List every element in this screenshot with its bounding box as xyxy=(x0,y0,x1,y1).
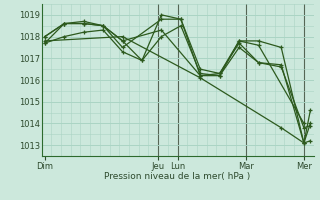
X-axis label: Pression niveau de la mer( hPa ): Pression niveau de la mer( hPa ) xyxy=(104,172,251,181)
